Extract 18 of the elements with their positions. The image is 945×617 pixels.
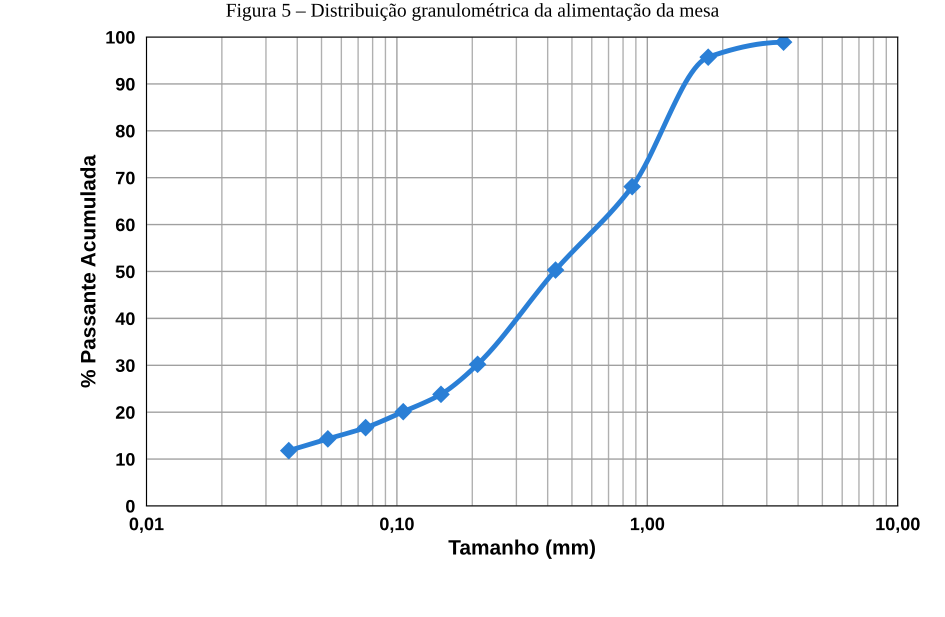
chart-title: Figura 5 – Distribuição granulométrica da alimentação da mesa [226, 3, 719, 21]
y-tick-label: 0 [126, 500, 135, 513]
y-axis-title: % Passante Acumulada [80, 154, 96, 388]
x-tick-label: 10,00 [876, 518, 920, 533]
y-tick-label: 90 [116, 78, 135, 91]
y-tick-label: 20 [116, 406, 135, 419]
x-tick-label: 0,10 [380, 518, 414, 533]
y-tick-label: 30 [116, 359, 135, 372]
y-tick-label: 80 [116, 124, 135, 138]
x-tick-label: 1,00 [630, 518, 664, 533]
y-tick-label: 10 [116, 452, 135, 466]
x-tick-label: 0,01 [130, 518, 164, 533]
x-axis-title: Tamanho (mm) [448, 539, 595, 559]
y-tick-label: 50 [116, 265, 135, 278]
y-tick-label: 70 [116, 172, 135, 184]
y-tick-label: 60 [116, 218, 135, 232]
y-tick-label: 40 [116, 312, 135, 326]
y-tick-label: 100 [106, 30, 135, 44]
